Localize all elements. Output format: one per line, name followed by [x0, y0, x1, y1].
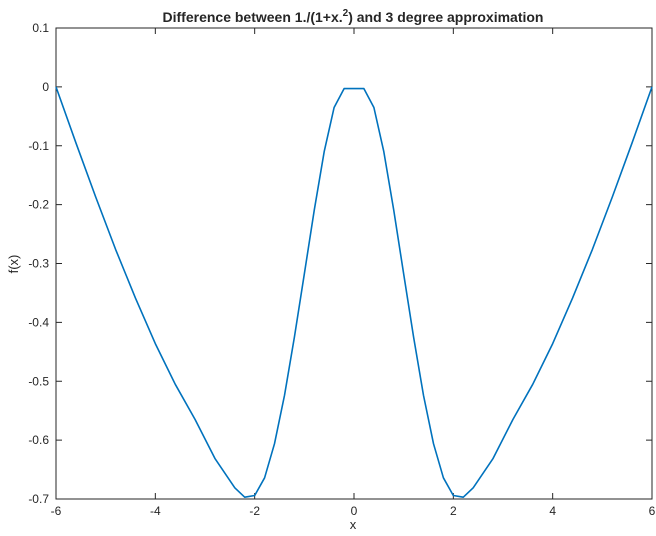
plot-frame	[55, 27, 653, 500]
x-tick-label: -4	[150, 504, 161, 518]
series-line	[55, 86, 653, 499]
x-axis-label: x	[350, 517, 357, 531]
plot-area: -6 -4 -2 0 2 4 6 0.1 0 -0.1 -0.2 -0.3 -0.4 -0.5 -0.6 -0…	[28, 21, 655, 518]
title-text-end: ) and 3 degree approximation	[348, 9, 543, 25]
y-tick-label: -0.2	[28, 198, 49, 212]
y-tick-label: -0.1	[28, 139, 49, 153]
y-tick-label: -0.6	[28, 433, 49, 447]
x-tick-label: 2	[450, 504, 457, 518]
x-tick-label: 0	[351, 504, 358, 518]
y-tick-label: -0.5	[28, 374, 49, 388]
x-tick-label: 6	[649, 504, 656, 518]
title-text-start: Difference between 1./(1+x.	[163, 9, 343, 25]
x-tick-label: -2	[249, 504, 260, 518]
y-tick-label: -0.7	[28, 492, 49, 506]
title-superscript: 2	[343, 8, 349, 19]
y-tick-label: -0.4	[28, 315, 49, 329]
y-tick-label: 0	[42, 80, 49, 94]
y-tick-label: -0.3	[28, 257, 49, 271]
x-tick-label: -6	[51, 504, 62, 518]
x-tick-label: 4	[549, 504, 556, 518]
chart-title: Difference between 1./(1+x.2) and 3 degr…	[163, 8, 544, 25]
y-axis-label: f(x)	[6, 255, 21, 274]
y-tick-label: 0.1	[32, 21, 49, 35]
